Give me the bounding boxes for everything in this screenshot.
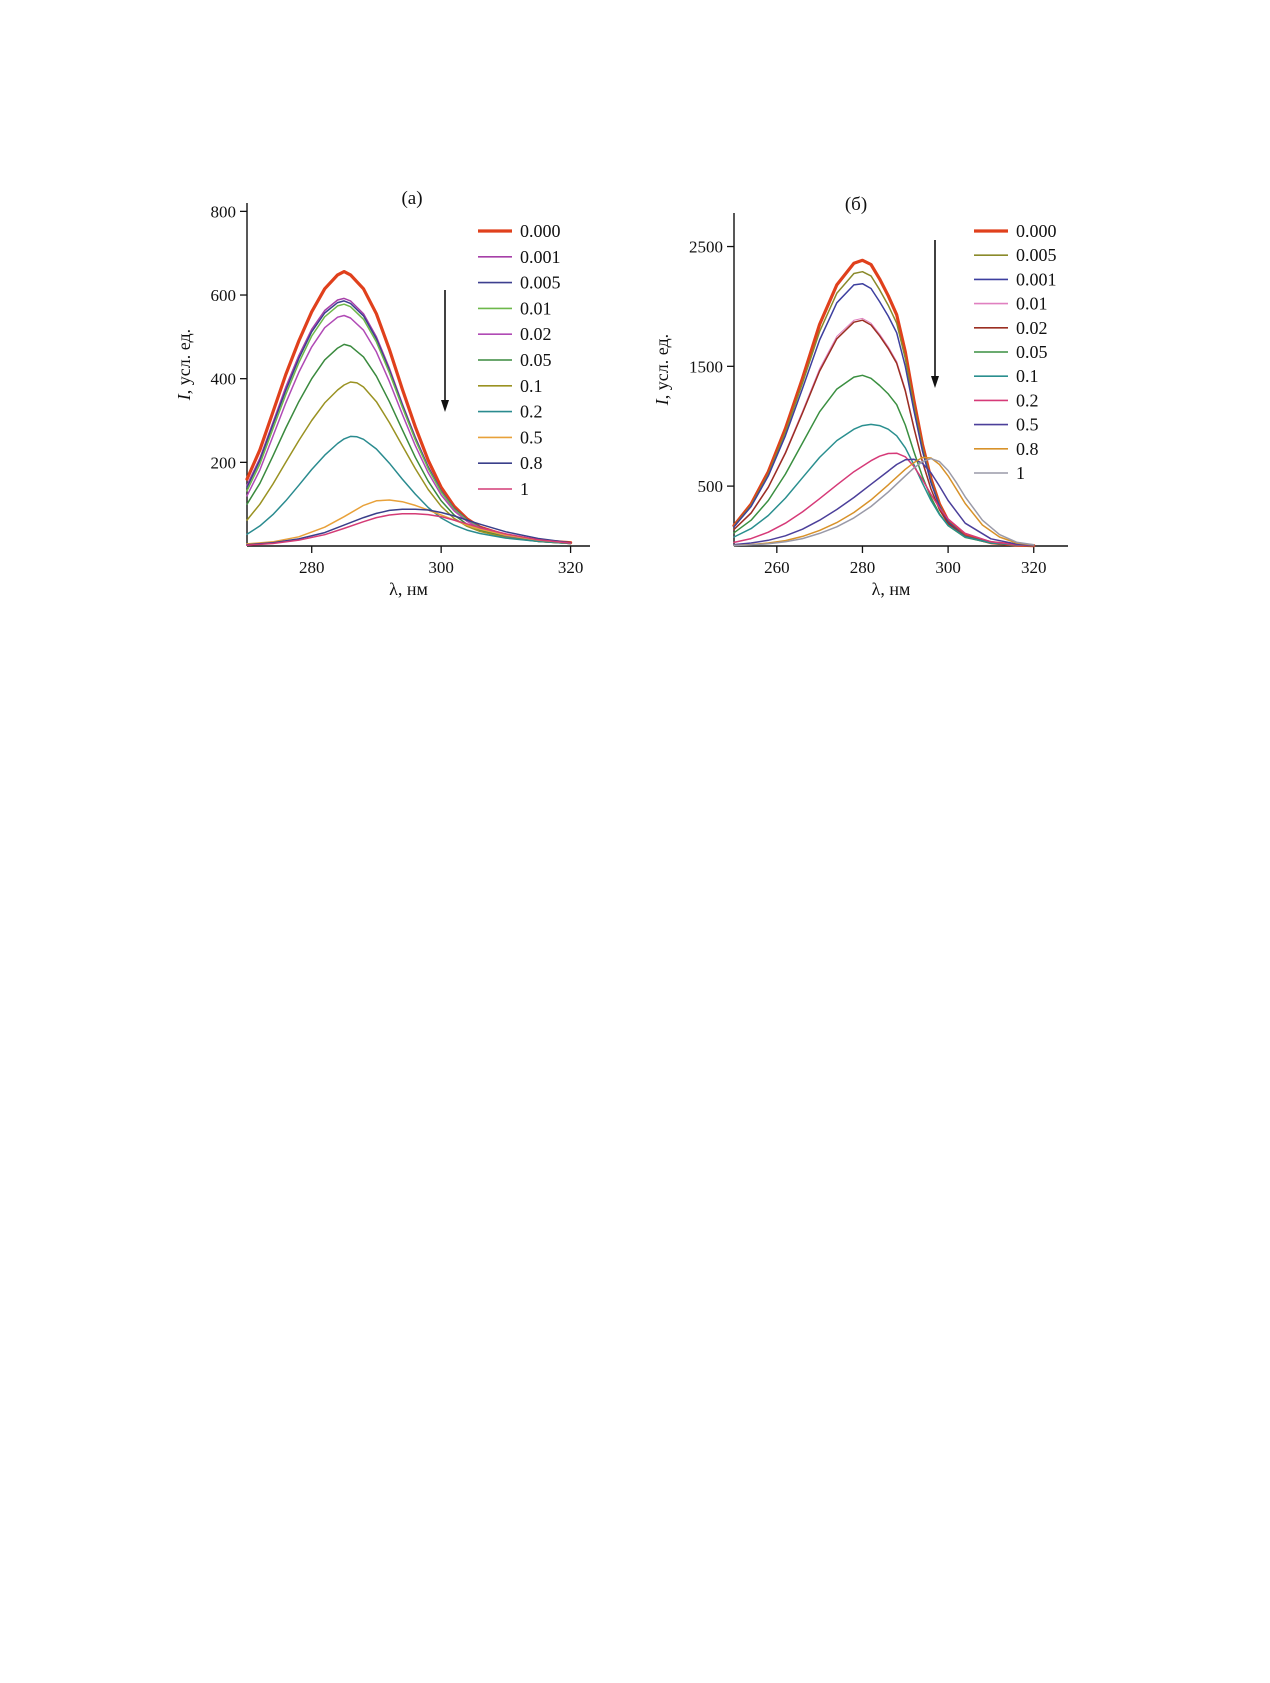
x-tick-label: 320 (558, 558, 584, 577)
panel-label: (б) (845, 194, 867, 215)
legend-label: 0.5 (1016, 415, 1039, 435)
legend-label: 1 (1016, 463, 1025, 483)
x-axis-label: λ, нм (389, 579, 428, 599)
legend-label: 0.005 (520, 273, 561, 293)
x-tick-label: 300 (935, 558, 961, 577)
y-tick-label: 500 (698, 477, 724, 496)
y-tick-label: 800 (211, 202, 237, 221)
chart-panel-2: (б) 260 280 300 320 500 1500 2500 λ, нм I, усл. е… (652, 194, 1068, 599)
y-tick-label: 600 (211, 286, 237, 305)
legend-label: 0.001 (1016, 269, 1057, 289)
legend-label: 0.5 (520, 427, 543, 447)
y-tick-label: 1500 (689, 357, 723, 376)
legend-label: 0.05 (1016, 342, 1048, 362)
legend: 0.000 0.001 0.005 0.01 0.02 0.05 0.1 0.2 0.5 0.8 1 (478, 221, 561, 499)
legend-label: 0.2 (520, 402, 543, 422)
x-axis-label: λ, нм (872, 579, 911, 599)
x-tick-label: 280 (299, 558, 325, 577)
y-axis-label: I, усл. ед. (652, 334, 672, 406)
series-line-0.02 (733, 319, 1035, 547)
legend-label: 0.2 (1016, 390, 1039, 410)
trend-arrow-head (931, 376, 939, 388)
series-line-0.02 (246, 314, 572, 544)
x-tick-label: 260 (764, 558, 790, 577)
legend-label: 0.1 (1016, 366, 1039, 386)
y-tick-label: 200 (211, 453, 237, 472)
y-axis-label: I, усл. ед. (174, 329, 194, 401)
y-tick-label: 400 (211, 370, 237, 389)
x-tick-label: 320 (1021, 558, 1047, 577)
series-line-0.5 (246, 499, 572, 545)
legend-label: 0.8 (520, 453, 543, 473)
chart-panel-1: (a) 280 300 320 200 400 600 800 λ, нм I, усл. ед.… (174, 188, 590, 599)
y-tick-label: 2500 (689, 238, 723, 257)
legend-label: 0.02 (1016, 318, 1048, 338)
legend-label: 1 (520, 479, 529, 499)
series-line-1 (246, 513, 572, 546)
trend-arrow-head (441, 400, 449, 412)
series-line-0.2 (733, 452, 1035, 547)
x-tick-label: 280 (850, 558, 876, 577)
legend-label: 0.01 (520, 298, 552, 318)
series-line-0.001 (733, 282, 1035, 547)
legend-label: 0.001 (520, 247, 561, 267)
legend-label: 0.000 (520, 221, 561, 241)
x-tick-label: 300 (428, 558, 454, 577)
legend-label: 0.005 (1016, 245, 1057, 265)
series-line-1 (733, 457, 1035, 547)
legend-label: 0.8 (1016, 439, 1039, 459)
series-line-0.8 (246, 508, 572, 546)
panel-label: (a) (401, 188, 422, 209)
series-line-0.8 (733, 456, 1035, 547)
series-line-0.5 (733, 458, 1035, 547)
legend: 0.000 0.005 0.001 0.01 0.02 0.05 0.1 0.2 0.5 0.8 1 (974, 221, 1057, 483)
legend-label: 0.02 (520, 324, 552, 344)
series-line-0.2 (246, 435, 572, 545)
legend-label: 0.000 (1016, 221, 1057, 241)
series-line-0.1 (246, 381, 572, 545)
legend-label: 0.05 (520, 350, 552, 370)
legend-label: 0.01 (1016, 294, 1048, 314)
series-line-0.1 (733, 423, 1035, 547)
legend-label: 0.1 (520, 376, 543, 396)
series-line-0.01 (246, 303, 572, 544)
